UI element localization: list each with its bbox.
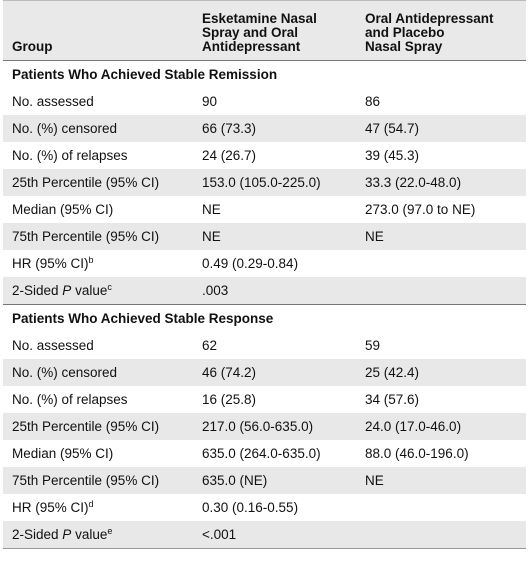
header-group: Group (3, 0, 193, 61)
esketamine-value: 153.0 (105.0-225.0) (193, 169, 356, 196)
placebo-value (356, 277, 526, 305)
table-header-row: Group Esketamine Nasal Spray and Oral An… (3, 0, 526, 61)
placebo-value: 24.0 (17.0-46.0) (356, 413, 526, 440)
esketamine-value: 0.30 (0.16-0.55) (193, 494, 356, 521)
placebo-value: 25 (42.4) (356, 359, 526, 386)
table-row: No. (%) censored 46 (74.2) 25 (42.4) (3, 359, 526, 386)
footnote-marker: e (107, 526, 113, 536)
footnote-marker: d (88, 499, 94, 509)
esketamine-value: 0.49 (0.29-0.84) (193, 250, 356, 277)
row-label: 2-Sided P valuee (3, 521, 193, 549)
placebo-value (356, 494, 526, 521)
table-row: No. (%) of relapses 16 (25.8) 34 (57.6) (3, 386, 526, 413)
row-label: No. assessed (3, 332, 193, 359)
row-label: Median (95% CI) (3, 440, 193, 467)
esketamine-value: 217.0 (56.0-635.0) (193, 413, 356, 440)
esketamine-value: 635.0 (NE) (193, 467, 356, 494)
results-table-container: Group Esketamine Nasal Spray and Oral An… (3, 0, 526, 549)
table-row: 25th Percentile (95% CI) 153.0 (105.0-225… (3, 169, 526, 196)
table-row: No. (%) censored 66 (73.3) 47 (54.7) (3, 115, 526, 142)
section-remission-rows: No. assessed 90 86 No. (%) censored 66 (73.3… (3, 88, 526, 305)
table-row: 2-Sided P valuec .003 (3, 277, 526, 305)
table-row: No. assessed 62 59 (3, 332, 526, 359)
row-label: HR (95% CI)d (3, 494, 193, 521)
placebo-value: NE (356, 467, 526, 494)
row-label: HR (95% CI)b (3, 250, 193, 277)
row-label: 75th Percentile (95% CI) (3, 467, 193, 494)
placebo-value: NE (356, 223, 526, 250)
placebo-value: 88.0 (46.0-196.0) (356, 440, 526, 467)
table-row: Median (95% CI) 635.0 (264.0-635.0) 88.0 (… (3, 440, 526, 467)
esketamine-value: NE (193, 223, 356, 250)
table-row: HR (95% CI)d 0.30 (0.16-0.55) (3, 494, 526, 521)
placebo-value: 39 (45.3) (356, 142, 526, 169)
placebo-value: 59 (356, 332, 526, 359)
placebo-value: 86 (356, 88, 526, 115)
placebo-value (356, 521, 526, 549)
row-label: No. (%) of relapses (3, 142, 193, 169)
placebo-value: 47 (54.7) (356, 115, 526, 142)
esketamine-value: 90 (193, 88, 356, 115)
esketamine-value: 46 (74.2) (193, 359, 356, 386)
header-placebo: Oral Antidepressant and Placebo Nasal Sp… (356, 0, 526, 61)
esketamine-value: 62 (193, 332, 356, 359)
table-row: 75th Percentile (95% CI) NE NE (3, 223, 526, 250)
placebo-value: 33.3 (22.0-48.0) (356, 169, 526, 196)
row-label: 75th Percentile (95% CI) (3, 223, 193, 250)
esketamine-value: 24 (26.7) (193, 142, 356, 169)
section-response-rows: No. assessed 62 59 No. (%) censored 46 (74.2… (3, 332, 526, 549)
table-row: 75th Percentile (95% CI) 635.0 (NE) NE (3, 467, 526, 494)
esketamine-value: 66 (73.3) (193, 115, 356, 142)
header-esketamine: Esketamine Nasal Spray and Oral Antidepr… (193, 0, 356, 61)
row-label: Median (95% CI) (3, 196, 193, 223)
placebo-value: 273.0 (97.0 to NE) (356, 196, 526, 223)
placebo-value: 34 (57.6) (356, 386, 526, 413)
table-row: 25th Percentile (95% CI) 217.0 (56.0-635.… (3, 413, 526, 440)
row-label: No. (%) censored (3, 359, 193, 386)
esketamine-value: 635.0 (264.0-635.0) (193, 440, 356, 467)
table-row: HR (95% CI)b 0.49 (0.29-0.84) (3, 250, 526, 277)
esketamine-value: <.001 (193, 521, 356, 549)
row-label: No. (%) of relapses (3, 386, 193, 413)
table-row: Median (95% CI) NE 273.0 (97.0 to NE) (3, 196, 526, 223)
row-label: 25th Percentile (95% CI) (3, 169, 193, 196)
esketamine-value: NE (193, 196, 356, 223)
table-row: 2-Sided P valuee <.001 (3, 521, 526, 549)
row-label: No. (%) censored (3, 115, 193, 142)
footnote-marker: c (107, 282, 112, 292)
row-label: 2-Sided P valuec (3, 277, 193, 305)
placebo-value (356, 250, 526, 277)
row-label: 25th Percentile (95% CI) (3, 413, 193, 440)
footnote-marker: b (88, 255, 94, 265)
esketamine-value: 16 (25.8) (193, 386, 356, 413)
row-label: No. assessed (3, 88, 193, 115)
section-response-title: Patients Who Achieved Stable Response (3, 304, 526, 332)
table-row: No. (%) of relapses 24 (26.7) 39 (45.3) (3, 142, 526, 169)
esketamine-value: .003 (193, 277, 356, 305)
table-row: No. assessed 90 86 (3, 88, 526, 115)
relapse-results-table: Group Esketamine Nasal Spray and Oral An… (3, 0, 526, 549)
section-remission-title: Patients Who Achieved Stable Remission (3, 60, 526, 88)
